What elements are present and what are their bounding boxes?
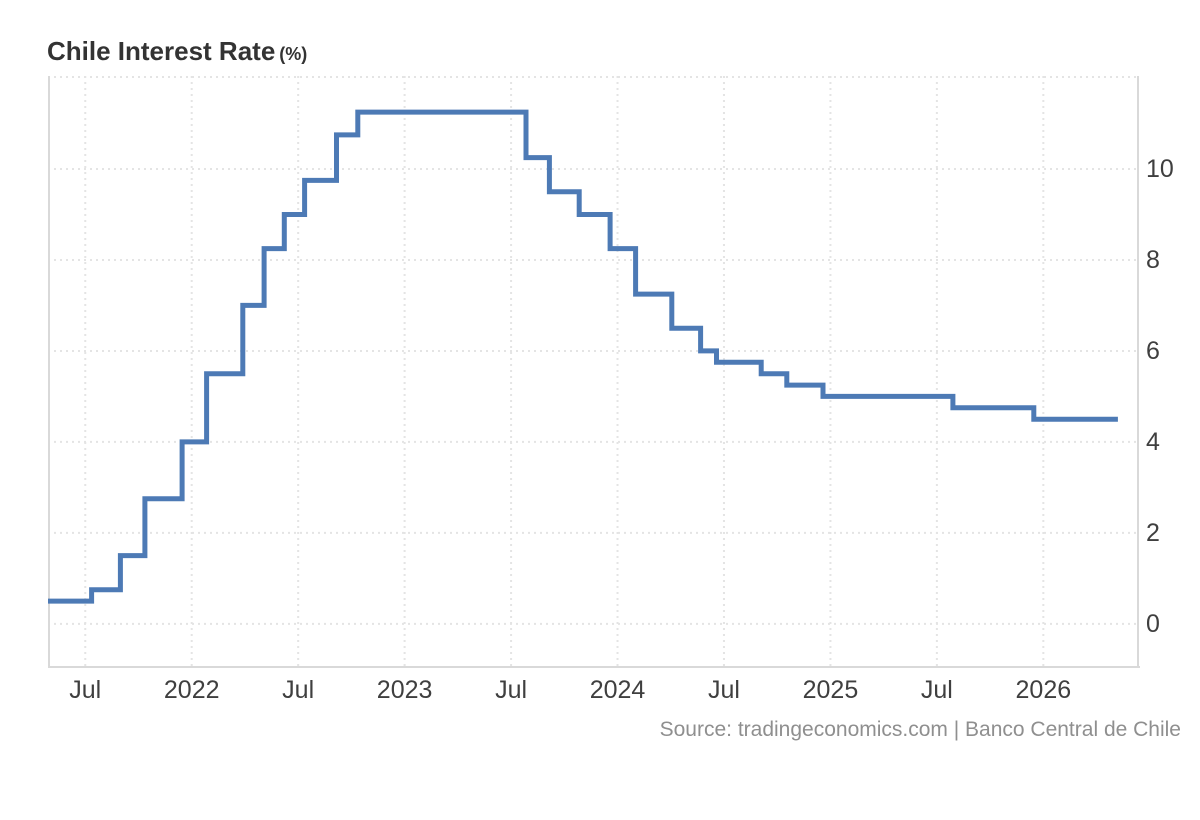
x-tick-label: Jul xyxy=(495,676,528,704)
y-tick-label: 0 xyxy=(1146,609,1160,638)
chart-title-text: Chile Interest Rate xyxy=(47,36,276,66)
y-tick-label: 4 xyxy=(1146,427,1160,456)
y-tick-label: 6 xyxy=(1146,336,1160,365)
x-tick-label: 2022 xyxy=(163,676,220,704)
y-tick-label: 10 xyxy=(1146,154,1174,183)
source-credit: Source: tradingeconomics.com | Banco Cen… xyxy=(659,718,1181,741)
chart-title-unit: (%) xyxy=(279,44,308,64)
plot-area[interactable] xyxy=(48,76,1140,668)
x-tick-label: 2024 xyxy=(589,676,646,704)
x-tick-label: Jul xyxy=(282,676,315,704)
x-tick-label: 2023 xyxy=(376,676,433,704)
y-tick-label: 2 xyxy=(1146,518,1160,547)
x-tick-label: Jul xyxy=(920,676,953,704)
x-tick-label: 2026 xyxy=(1015,676,1072,704)
chart-title: Chile Interest Rate (%) xyxy=(47,36,307,67)
x-tick-label: Jul xyxy=(69,676,102,704)
x-tick-label: Jul xyxy=(707,676,740,704)
y-tick-label: 8 xyxy=(1146,245,1160,274)
interest-rate-step-line[interactable] xyxy=(48,109,1118,604)
chart-canvas xyxy=(48,76,1140,668)
x-tick-label: 2025 xyxy=(802,676,859,704)
